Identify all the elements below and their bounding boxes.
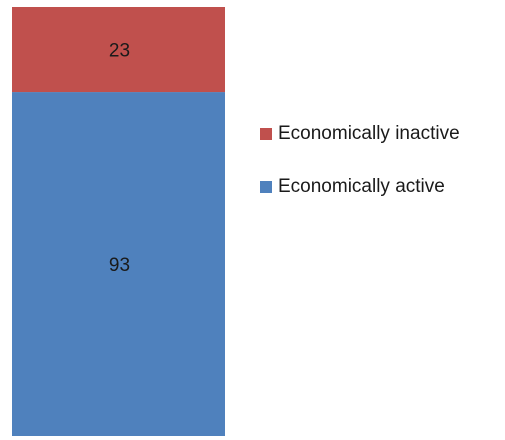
legend-swatch-inactive <box>260 128 272 140</box>
legend: Economically inactive Economically activ… <box>260 122 460 228</box>
data-label-economically-inactive: 23 <box>109 41 130 62</box>
legend-label-active: Economically active <box>278 176 445 197</box>
data-label-economically-active: 93 <box>109 255 130 276</box>
legend-item-inactive: Economically inactive <box>260 122 460 146</box>
bar-segment-economically-active <box>12 92 225 436</box>
legend-label-inactive: Economically inactive <box>278 123 460 144</box>
legend-item-active: Economically active <box>260 175 460 199</box>
bar-segment-economically-inactive <box>12 7 225 93</box>
legend-swatch-active <box>260 181 272 193</box>
